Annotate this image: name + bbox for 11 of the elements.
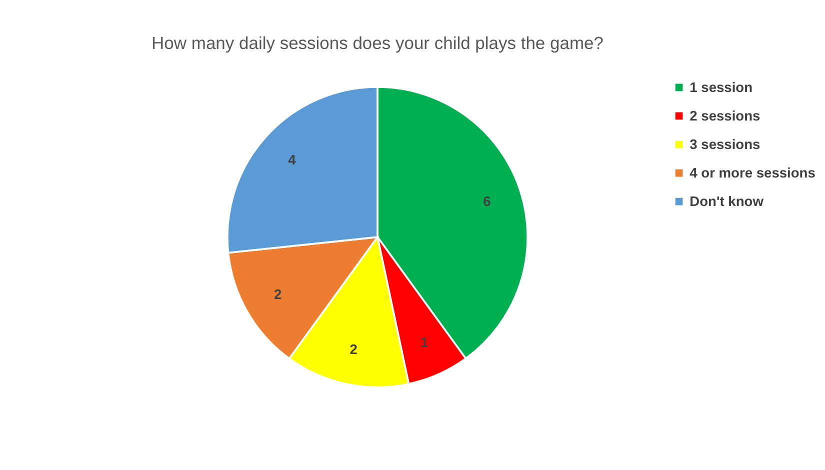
legend-label: 2 sessions [690,108,761,124]
data-label: 6 [483,193,492,210]
data-label: 1 [420,334,428,350]
legend-label: 3 sessions [690,136,761,152]
legend-label: 1 session [690,79,753,96]
data-label: 2 [350,341,358,358]
data-label: 4 [288,152,296,168]
chart-title: How many daily sessions does your child plays the game? [152,33,604,54]
legend-label: 4 or more sessions [690,164,816,181]
legend-label: Don't know [690,193,764,210]
data-label: 2 [274,286,282,302]
